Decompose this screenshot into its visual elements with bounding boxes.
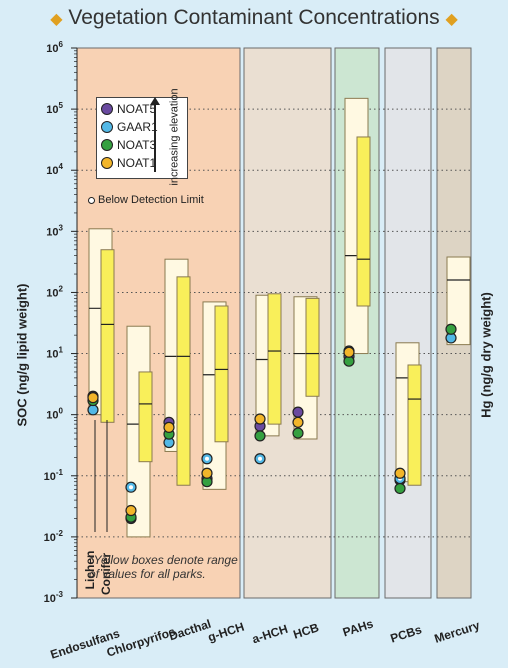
legend-label-gaar1: GAAR1 (117, 120, 158, 134)
point-mercury-noat3 (445, 323, 457, 335)
y-tick-label: 106 (46, 40, 63, 55)
conifer-box-endosulfans (100, 249, 115, 423)
title-ornament-right: ◆ (445, 11, 458, 28)
bdl-marker-chlorpyrifos (129, 485, 133, 490)
point-pcbs-noat3 (394, 482, 406, 495)
legend-label-noat5: NOAT5 (117, 102, 157, 116)
conifer-box-dacthal (176, 276, 191, 486)
conifer-box-pcbs (407, 364, 422, 486)
y-tick-label: 100 (46, 407, 63, 422)
y-tick-label: 10-2 (44, 529, 64, 544)
y-axis-label-right: Hg (ng/g dry weight) (478, 292, 494, 418)
point-endosulfans-gaar1 (87, 404, 99, 416)
elevation-label: increasing elevation (168, 88, 181, 186)
conifer-box-chlorpyrifos (138, 371, 153, 463)
bdl-marker-g-hch (205, 456, 209, 461)
conifer-box-pahs (356, 136, 371, 307)
point-hcb-noat3 (292, 427, 304, 439)
legend: NOAT5 GAAR1 NOAT3 NOAT1 (96, 97, 188, 179)
point-hcb-noat5 (292, 406, 304, 418)
y-axis-label-left: SOC (ng/g lipid weight) (14, 283, 30, 427)
point-chlorpyrifos-noat1 (125, 504, 137, 517)
legend-swatch-noat5 (101, 103, 113, 115)
conifer-box-hcb (305, 297, 320, 397)
point-pcbs-noat1 (394, 467, 406, 479)
legend-swatch-noat1 (101, 157, 113, 169)
legend-label-noat3: NOAT3 (117, 138, 157, 152)
y-tick-label: 10-1 (44, 468, 64, 483)
footnote: *Yellow boxes denote range of values for… (89, 553, 238, 581)
point-g-hch-noat1 (201, 467, 213, 479)
point-hcb-noat1 (292, 416, 304, 428)
lichen-box-mercury (446, 256, 471, 346)
point-a-hch-noat1 (254, 413, 266, 425)
y-tick-label: 102 (46, 284, 63, 299)
bdl-label: Below Detection Limit (98, 194, 204, 206)
y-tick-label: 101 (46, 346, 63, 361)
y-tick-label: 10-3 (44, 590, 64, 605)
bdl-legend: Below Detection Limit (88, 194, 204, 206)
point-a-hch-noat3 (254, 430, 266, 442)
point-endosulfans-noat1 (87, 392, 99, 404)
elevation-arrow-head (150, 97, 160, 105)
conifer-box-g-hch (214, 305, 229, 443)
legend-swatch-noat3 (101, 139, 113, 151)
bdl-marker-a-hch (258, 456, 262, 461)
chart-title: ◆ Vegetation Contaminant Concentrations … (0, 6, 508, 30)
point-dacthal-noat1 (163, 421, 175, 433)
y-tick-label: 103 (46, 223, 63, 238)
chart-title-text: Vegetation Contaminant Concentrations (68, 6, 440, 29)
title-ornament-left: ◆ (50, 11, 63, 28)
y-tick-label: 104 (46, 162, 63, 177)
elevation-arrow (154, 102, 156, 172)
conifer-box-a-hch (267, 293, 282, 425)
group-panel-pcbs (384, 47, 432, 599)
legend-swatch-gaar1 (101, 121, 113, 133)
bdl-marker-icon (88, 196, 95, 204)
legend-label-noat1: NOAT1 (117, 156, 157, 170)
point-pahs-noat1 (343, 346, 355, 358)
y-tick-label: 105 (46, 101, 63, 116)
